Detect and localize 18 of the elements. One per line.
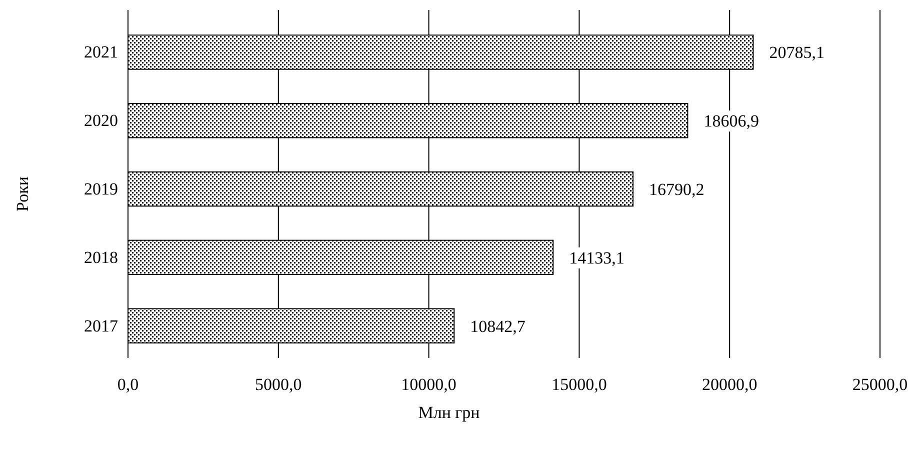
x-tick-label: 20000,0 — [702, 375, 758, 394]
y-tick-label: 2017 — [84, 316, 118, 336]
x-tick-label: 0,0 — [117, 375, 139, 394]
x-tick-label: 25000,0 — [852, 375, 908, 394]
x-tick-label: 10000,0 — [401, 375, 456, 394]
data-label: 20785,1 — [769, 43, 824, 62]
y-tick-label: 2020 — [84, 111, 118, 130]
y-tick-label: 2019 — [84, 179, 118, 198]
x-tick-label: 5000,0 — [255, 375, 302, 394]
data-label: 10842,7 — [470, 316, 526, 336]
y-tick-label: 2021 — [84, 42, 118, 62]
data-label: 16790,2 — [649, 180, 704, 199]
x-axis-title: Млн грн — [418, 403, 480, 422]
y-tick-label: 2018 — [84, 248, 118, 267]
data-label: 18606,9 — [704, 112, 759, 131]
y-axis-title: Роки — [13, 176, 32, 212]
data-label: 14133,1 — [569, 248, 624, 268]
x-tick-label: 15000,0 — [552, 375, 607, 394]
